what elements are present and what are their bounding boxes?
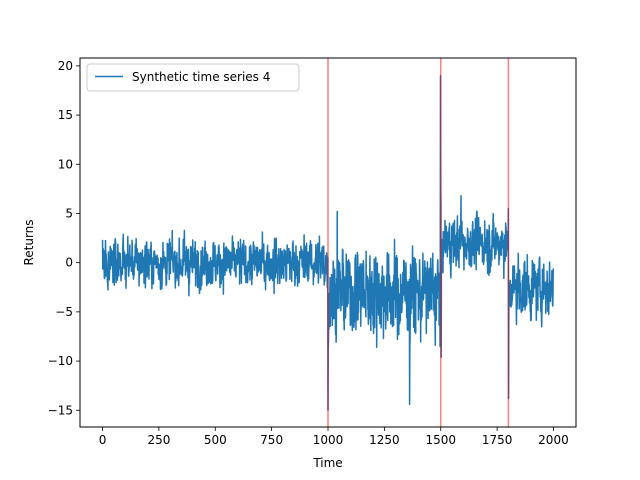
x-tick-label: 1500 (425, 433, 456, 447)
x-tick-label: 2000 (538, 433, 569, 447)
x-axis-label: Time (312, 456, 342, 470)
x-tick-label: 1750 (482, 433, 513, 447)
x-tick-label: 500 (204, 433, 227, 447)
y-axis: −15 −10 −5 0 5 10 15 20 (48, 59, 80, 417)
legend-box (86, 63, 300, 92)
y-tick-label: −10 (48, 354, 73, 368)
x-tick-label: 1250 (369, 433, 400, 447)
y-tick-label: 5 (65, 206, 73, 220)
x-tick-label: 250 (147, 433, 170, 447)
x-axis: 0 250 500 750 1000 1250 1500 1750 2000 (99, 427, 569, 447)
y-tick-label: 20 (58, 59, 73, 73)
y-tick-label: 15 (58, 108, 73, 122)
y-axis-label: Returns (22, 219, 36, 265)
change-point-lines (327, 58, 510, 427)
y-tick-label: −15 (48, 403, 73, 417)
y-tick-label: 10 (58, 157, 73, 171)
legend: Synthetic time series 4 (86, 63, 300, 92)
y-tick-label: 0 (65, 256, 73, 270)
legend-label: Synthetic time series 4 (132, 70, 270, 84)
y-tick-label: −5 (55, 305, 73, 319)
x-tick-label: 0 (99, 433, 107, 447)
x-tick-label: 750 (260, 433, 283, 447)
x-tick-label: 1000 (313, 433, 344, 447)
